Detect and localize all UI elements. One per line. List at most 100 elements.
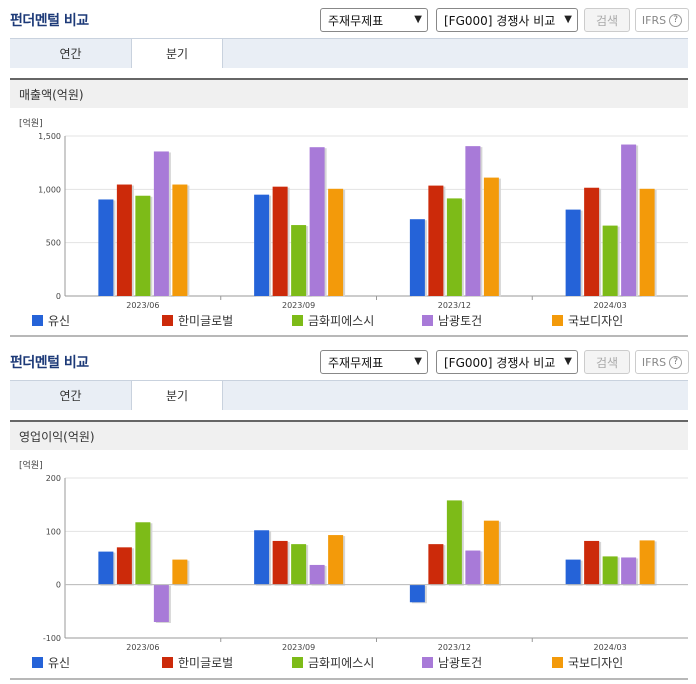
bar[interactable] bbox=[584, 187, 600, 296]
chart-subtitle: 매출액(억원) bbox=[10, 78, 688, 108]
bar[interactable] bbox=[172, 559, 188, 585]
bar[interactable] bbox=[584, 540, 600, 585]
bar[interactable] bbox=[428, 544, 444, 585]
ifrs-label: IFRS bbox=[641, 355, 667, 369]
legend-item[interactable]: 국보디자인 bbox=[552, 312, 623, 329]
legend-label: 한미글로벌 bbox=[178, 656, 234, 670]
question-icon: ? bbox=[669, 355, 683, 369]
bar[interactable] bbox=[465, 550, 481, 585]
search-button[interactable]: 검색 bbox=[584, 350, 630, 374]
bar[interactable] bbox=[639, 540, 655, 585]
bar[interactable] bbox=[116, 184, 132, 296]
panel-header: 펀더멘털 비교 주재무제표 ▼ [FG000] 경쟁사 비교 ▼ 검색 IFRS… bbox=[0, 342, 696, 380]
legend-swatch bbox=[32, 315, 43, 326]
bar[interactable] bbox=[135, 522, 151, 585]
legend-label: 유신 bbox=[48, 656, 71, 670]
operating-profit-bar-chart: [억원] -100 0 100 200 2023/06 2023/09 2023/12 2024… bbox=[19, 459, 688, 650]
legend-item[interactable]: 국보디자인 bbox=[552, 654, 623, 671]
chart-legend: 유신 한미글로벌 금화피에스시 남광토건 국보디자인 bbox=[10, 312, 688, 332]
legend-item[interactable]: 금화피에스시 bbox=[292, 654, 374, 671]
legend-swatch bbox=[292, 315, 303, 326]
legend-item[interactable]: 금화피에스시 bbox=[292, 312, 374, 329]
bar[interactable] bbox=[309, 147, 325, 296]
legend-swatch bbox=[552, 657, 563, 668]
bar[interactable] bbox=[153, 151, 169, 296]
bar[interactable] bbox=[98, 551, 114, 585]
panel-header: 펀더멘털 비교 주재무제표 ▼ [FG000] 경쟁사 비교 ▼ 검색 IFRS… bbox=[0, 0, 696, 38]
bar[interactable] bbox=[254, 194, 270, 296]
legend-label: 한미글로벌 bbox=[178, 314, 234, 328]
y-tick-label: -100 bbox=[43, 634, 61, 643]
bar[interactable] bbox=[483, 177, 499, 296]
legend-label: 유신 bbox=[48, 314, 71, 328]
unit-label: [억원] bbox=[19, 459, 43, 471]
ifrs-help-button[interactable]: IFRS ? bbox=[635, 350, 689, 374]
bar[interactable] bbox=[565, 209, 581, 296]
statement-select[interactable]: 주재무제표 ▼ bbox=[320, 350, 428, 374]
bar[interactable] bbox=[602, 225, 618, 296]
revenue-bar-chart: [억원] 0 500 1,000 1,500 2023/06 2023/09 2023/12 2… bbox=[19, 117, 688, 308]
bar[interactable] bbox=[446, 500, 462, 585]
legend-item[interactable]: 유신 bbox=[32, 654, 70, 671]
legend-item[interactable]: 남광토건 bbox=[422, 312, 482, 329]
legend-item[interactable]: 유신 bbox=[32, 312, 70, 329]
bar[interactable] bbox=[272, 540, 288, 585]
legend-label: 금화피에스시 bbox=[308, 656, 375, 670]
statement-select-value: 주재무제표 bbox=[328, 355, 384, 370]
bar[interactable] bbox=[135, 195, 151, 296]
chart-legend: 유신 한미글로벌 금화피에스시 남광토건 국보디자인 bbox=[10, 654, 688, 674]
bar[interactable] bbox=[116, 547, 132, 585]
bar[interactable] bbox=[254, 530, 270, 585]
bar[interactable] bbox=[409, 584, 425, 603]
bar[interactable] bbox=[483, 520, 499, 585]
legend-swatch bbox=[162, 315, 173, 326]
peer-select-value: [FG000] 경쟁사 비교 bbox=[444, 355, 556, 370]
tab-quarterly[interactable]: 분기 bbox=[131, 380, 223, 410]
bar[interactable] bbox=[272, 186, 288, 296]
bar[interactable] bbox=[309, 564, 325, 585]
chart-subtitle: 영업이익(억원) bbox=[10, 420, 688, 450]
bar[interactable] bbox=[98, 199, 114, 296]
panel-divider bbox=[10, 678, 688, 680]
legend-item[interactable]: 남광토건 bbox=[422, 654, 482, 671]
tab-annual[interactable]: 연간 bbox=[59, 389, 82, 403]
legend-swatch bbox=[422, 315, 433, 326]
bar[interactable] bbox=[465, 146, 481, 296]
bar[interactable] bbox=[428, 185, 444, 296]
y-tick-label: 0 bbox=[56, 581, 61, 590]
bar[interactable] bbox=[565, 559, 581, 585]
legend-item[interactable]: 한미글로벌 bbox=[162, 312, 233, 329]
bar[interactable] bbox=[153, 584, 169, 622]
statement-select[interactable]: 주재무제표 ▼ bbox=[320, 8, 428, 32]
tab-annual[interactable]: 연간 bbox=[59, 47, 82, 61]
bar[interactable] bbox=[602, 556, 618, 585]
x-tick-label: 2023/12 bbox=[438, 301, 471, 308]
panel-divider bbox=[10, 335, 688, 337]
bar[interactable] bbox=[172, 184, 188, 296]
bar[interactable] bbox=[446, 198, 462, 296]
legend-item[interactable]: 한미글로벌 bbox=[162, 654, 233, 671]
search-button[interactable]: 검색 bbox=[584, 8, 630, 32]
peer-select[interactable]: [FG000] 경쟁사 비교 ▼ bbox=[436, 8, 578, 32]
legend-label: 금화피에스시 bbox=[308, 314, 375, 328]
bar[interactable] bbox=[291, 544, 307, 585]
peer-select[interactable]: [FG000] 경쟁사 비교 ▼ bbox=[436, 350, 578, 374]
legend-label: 국보디자인 bbox=[568, 314, 624, 328]
bar[interactable] bbox=[621, 557, 637, 585]
legend-label: 국보디자인 bbox=[568, 656, 624, 670]
ifrs-help-button[interactable]: IFRS ? bbox=[635, 8, 689, 32]
bar[interactable] bbox=[409, 219, 425, 296]
y-tick-label: 100 bbox=[46, 527, 61, 536]
chevron-down-icon: ▼ bbox=[414, 14, 422, 25]
bar[interactable] bbox=[328, 188, 344, 296]
panel-title: 펀더멘털 비교 bbox=[10, 355, 89, 371]
unit-label: [억원] bbox=[19, 117, 43, 129]
x-tick-label: 2024/03 bbox=[594, 301, 627, 308]
bar[interactable] bbox=[328, 535, 344, 585]
bar[interactable] bbox=[621, 144, 637, 296]
y-tick-label: 1,000 bbox=[38, 185, 61, 194]
bar[interactable] bbox=[291, 225, 307, 296]
chevron-down-icon: ▼ bbox=[564, 356, 572, 367]
bar[interactable] bbox=[639, 188, 655, 296]
tab-quarterly[interactable]: 분기 bbox=[131, 38, 223, 68]
